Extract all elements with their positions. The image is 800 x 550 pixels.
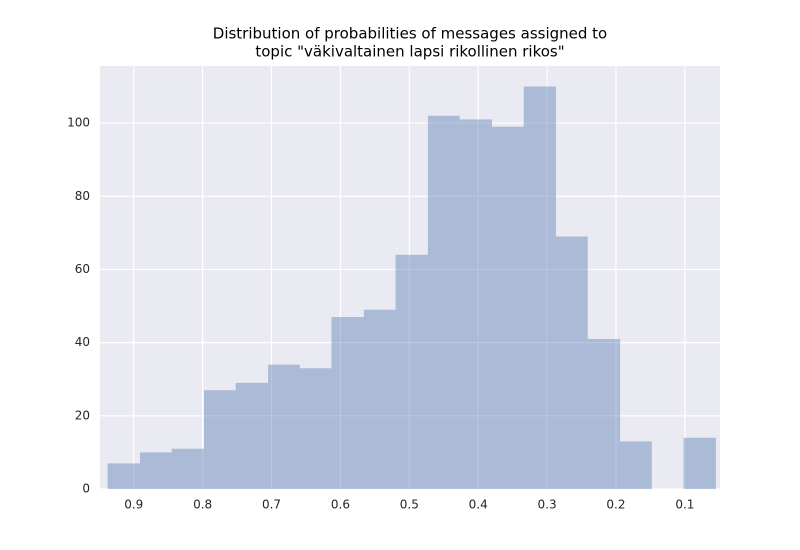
bar	[171, 448, 205, 489]
chart-title: Distribution of probabilities of message…	[213, 25, 607, 43]
bar	[107, 463, 140, 489]
y-tick-label: 20	[75, 408, 90, 422]
x-tick-label: 0.1	[675, 498, 694, 512]
x-tick-label: 0.5	[400, 498, 419, 512]
y-tick-label: 40	[75, 335, 90, 349]
bar	[235, 382, 269, 489]
bar	[556, 236, 588, 489]
bar	[299, 368, 332, 489]
x-tick-label: 0.6	[331, 498, 350, 512]
bar	[459, 119, 492, 489]
x-tick-label: 0.3	[538, 498, 557, 512]
plot-background	[100, 66, 720, 489]
bar	[268, 364, 300, 489]
y-tick-label: 60	[75, 262, 90, 276]
bar	[395, 254, 428, 489]
x-tick-label: 0.8	[193, 498, 212, 512]
bars	[107, 86, 716, 490]
bar	[331, 317, 364, 489]
y-tick-label: 100	[67, 116, 90, 130]
bar	[620, 441, 652, 489]
grid	[100, 66, 720, 490]
bar	[427, 115, 460, 489]
chart-title: topic "väkivaltainen lapsi rikollinen ri…	[255, 43, 564, 61]
bar	[363, 309, 396, 489]
bar	[491, 126, 524, 489]
bar	[683, 437, 716, 489]
bar	[587, 338, 621, 489]
bar	[204, 390, 236, 489]
y-tick-label: 80	[75, 189, 90, 203]
bar	[523, 86, 557, 490]
x-tick-label: 0.4	[469, 498, 488, 512]
x-tick-label: 0.7	[262, 498, 281, 512]
bar	[139, 452, 172, 489]
y-tick-label: 0	[82, 482, 90, 496]
x-tick-label: 0.9	[124, 498, 143, 512]
x-tick-label: 0.2	[606, 498, 625, 512]
